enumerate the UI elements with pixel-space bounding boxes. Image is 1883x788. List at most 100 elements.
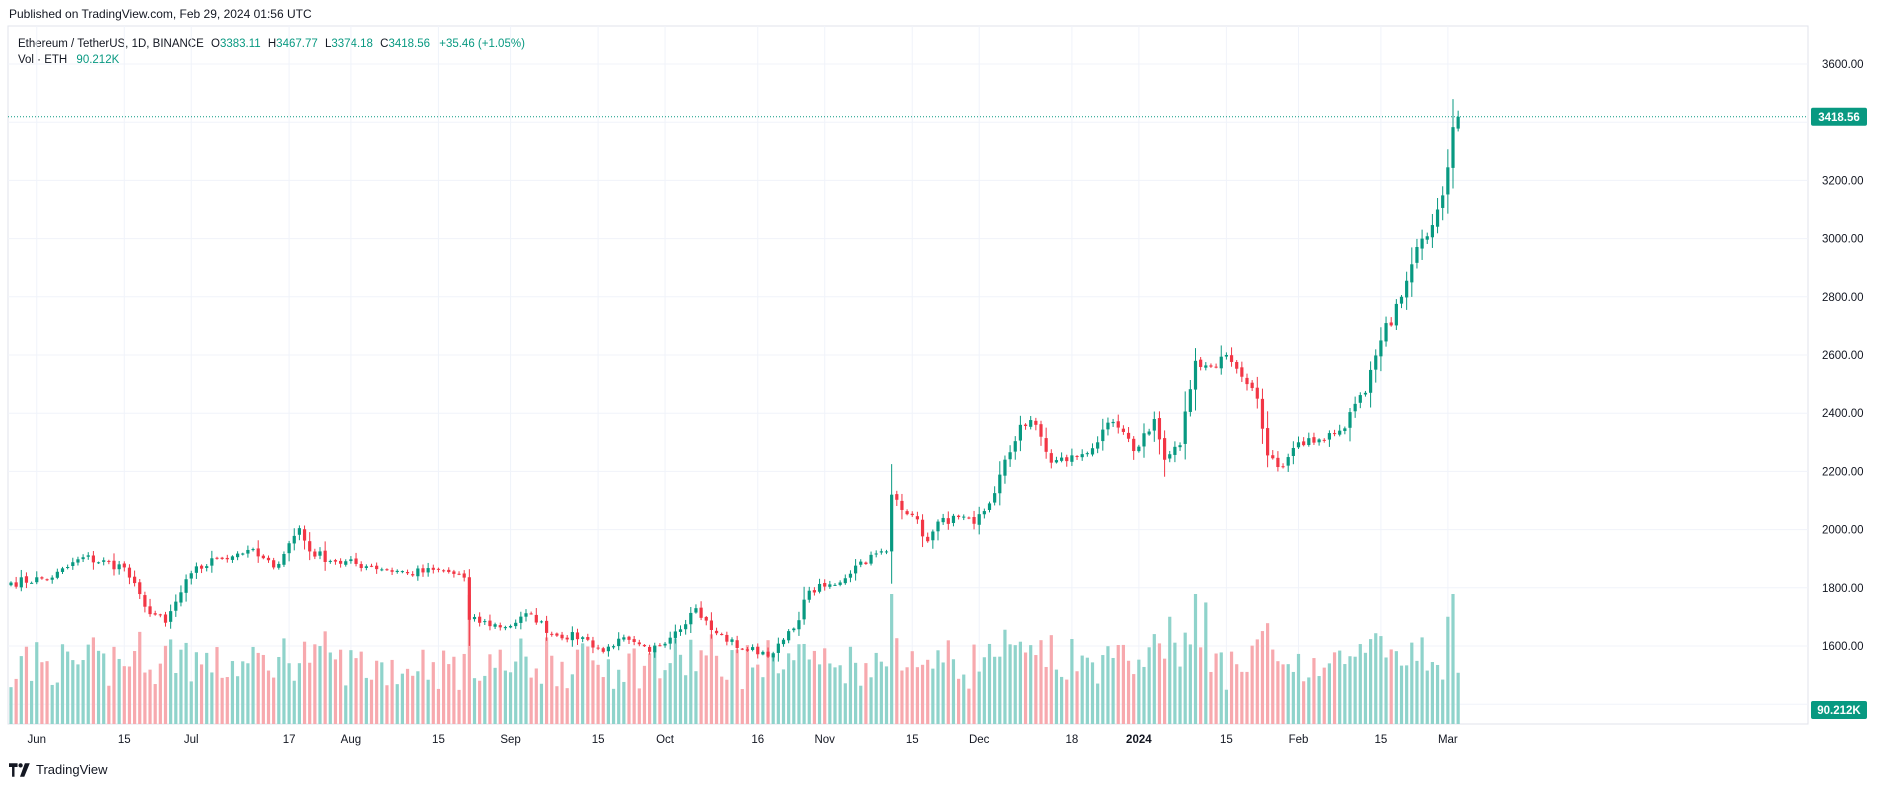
volume-bar (447, 664, 451, 724)
price-chart[interactable]: 3418.56 90.212K 1600.00 1800.00 2000.00 2200… (0, 0, 1883, 760)
chart-axes: 1600.00 1800.00 2000.00 2200.00 2400.00 2600.… (27, 59, 1863, 746)
volume-bar (1322, 667, 1326, 724)
candle-body (1286, 457, 1290, 466)
x-tick-label: Oct (656, 734, 675, 746)
volume-bar (266, 670, 271, 724)
volume-bar (1235, 664, 1239, 724)
volume-bar (910, 651, 914, 724)
candle-body (1049, 453, 1053, 463)
candle-body (508, 625, 513, 628)
volume-bar (550, 655, 554, 724)
volume-bar (1209, 671, 1213, 724)
candle-body (1116, 421, 1120, 428)
candle-body (946, 518, 950, 524)
candle-body (586, 637, 590, 640)
volume-bar (1250, 645, 1254, 724)
volume-bar (663, 670, 667, 724)
candle-body (375, 565, 379, 570)
candle-body (385, 569, 389, 571)
candle-body (776, 643, 780, 653)
candle-body (699, 607, 703, 618)
candle-body (19, 577, 23, 588)
volume-bar (941, 662, 945, 724)
volume-bar (534, 668, 538, 724)
volume-bar (678, 654, 683, 724)
candle-body (158, 614, 162, 616)
volume-bar (977, 671, 981, 724)
volume-bar (575, 649, 580, 724)
volume-bar (570, 674, 574, 724)
candle-body (1358, 395, 1362, 403)
candle-body (632, 639, 636, 642)
volume-bar (498, 649, 502, 724)
candle-body (436, 568, 441, 570)
volume-bar (828, 663, 832, 724)
volume-bar (179, 649, 183, 724)
candle-body (570, 632, 574, 641)
volume-bar (1054, 669, 1059, 724)
candle-body (1023, 424, 1028, 427)
candle-body (627, 636, 631, 640)
volume-bar (1255, 639, 1259, 724)
candle-body (1126, 432, 1131, 439)
candle-body (972, 517, 976, 524)
candle-body (905, 511, 909, 515)
volume-bar (601, 677, 605, 724)
volume-bar (96, 650, 101, 724)
candle-body (169, 611, 173, 622)
candle-body (1363, 392, 1368, 395)
volume-bar (390, 659, 394, 724)
volume-bar (725, 679, 729, 724)
candle-body (478, 616, 482, 623)
candle-body (246, 549, 250, 554)
candle-body (694, 608, 698, 613)
volume-bar (586, 646, 590, 724)
candle-body (1229, 355, 1234, 362)
volume-bar (936, 650, 940, 724)
volume-bar (637, 688, 641, 724)
volume-bar (673, 638, 677, 724)
volume-bar (91, 637, 95, 724)
candle-body (1173, 446, 1177, 455)
volume-bar (1451, 594, 1455, 724)
candle-body (112, 560, 116, 570)
volume-bar (658, 678, 662, 724)
candle-body (426, 568, 430, 573)
volume-bar (1456, 672, 1460, 724)
candle-body (318, 551, 322, 556)
volume-bar (138, 631, 142, 724)
volume-bar (1111, 657, 1115, 724)
candle-body (225, 557, 229, 560)
high-label: H (267, 38, 277, 50)
volume-bar (1204, 602, 1208, 724)
candle-body (648, 646, 652, 652)
volume-bar (45, 661, 49, 724)
volume-bar (998, 656, 1002, 724)
volume-bar (112, 646, 116, 724)
x-tick-label: 15 (906, 734, 919, 746)
candle-body (1296, 442, 1301, 448)
candle-body (1235, 361, 1239, 369)
volume-bar (1085, 657, 1089, 724)
volume-bar (508, 672, 513, 724)
low-label: L (324, 38, 332, 50)
candle-body (199, 565, 204, 569)
volume-bar (1157, 643, 1162, 724)
y-tick-label: 3200.00 (1822, 175, 1864, 187)
volume-bar (1446, 616, 1450, 724)
volume-bar (709, 634, 713, 724)
candle-body (344, 561, 348, 565)
volume-bar (328, 652, 332, 724)
volume-bar (653, 646, 657, 724)
volume-bar (194, 652, 198, 724)
candle-body (405, 571, 410, 574)
candle-body (102, 560, 106, 562)
volume-bar (1034, 655, 1038, 724)
candle-body (215, 557, 219, 559)
volume-bar (1260, 631, 1265, 724)
candle-body (1018, 424, 1022, 441)
volume-bar (859, 685, 863, 724)
volume-bar (272, 677, 276, 724)
candle-body (498, 625, 502, 628)
volume-bar (1271, 649, 1275, 724)
